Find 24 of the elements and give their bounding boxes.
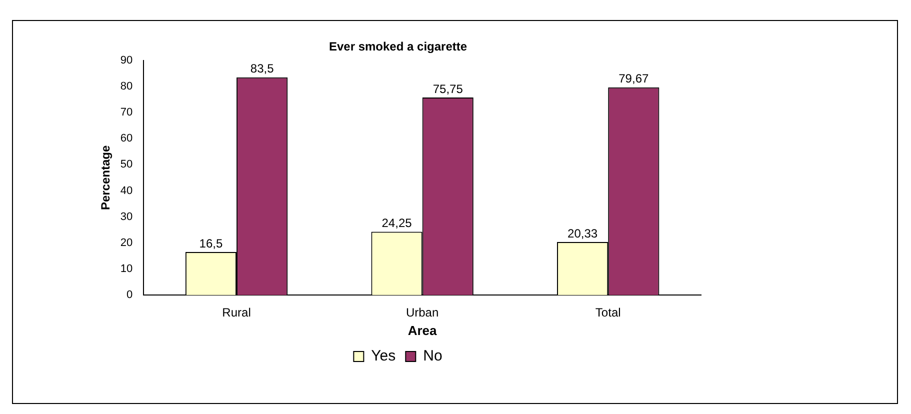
- x-tick-label: Total: [595, 306, 621, 320]
- legend-label: No: [423, 348, 442, 365]
- x-axis-title: Area: [408, 322, 438, 338]
- data-label: 75,75: [432, 82, 464, 96]
- x-tick-label: Urban: [406, 306, 439, 320]
- y-tick-label: 10: [120, 262, 133, 275]
- y-tick-label: 90: [120, 54, 133, 66]
- y-tick-label: 0: [126, 289, 133, 302]
- x-tick-label: Rural: [222, 306, 251, 320]
- data-label: 83,5: [250, 62, 274, 76]
- data-label: 79,67: [618, 72, 649, 86]
- data-label: 16,5: [199, 236, 223, 250]
- y-tick-label: 70: [120, 106, 133, 119]
- y-tick-label: 30: [120, 210, 133, 223]
- y-axis-title: Percentage: [98, 145, 113, 210]
- y-tick-label: 60: [120, 132, 133, 145]
- y-tick-label: 50: [120, 158, 133, 171]
- data-label: 24,25: [382, 216, 412, 230]
- legend-label: Yes: [371, 348, 396, 365]
- y-tick-label: 40: [120, 184, 133, 197]
- y-tick-label: 20: [120, 236, 133, 249]
- y-tick-label: 80: [120, 80, 133, 92]
- chart-title: Ever smoked a cigarette: [328, 40, 468, 54]
- data-label: 20,33: [568, 226, 598, 240]
